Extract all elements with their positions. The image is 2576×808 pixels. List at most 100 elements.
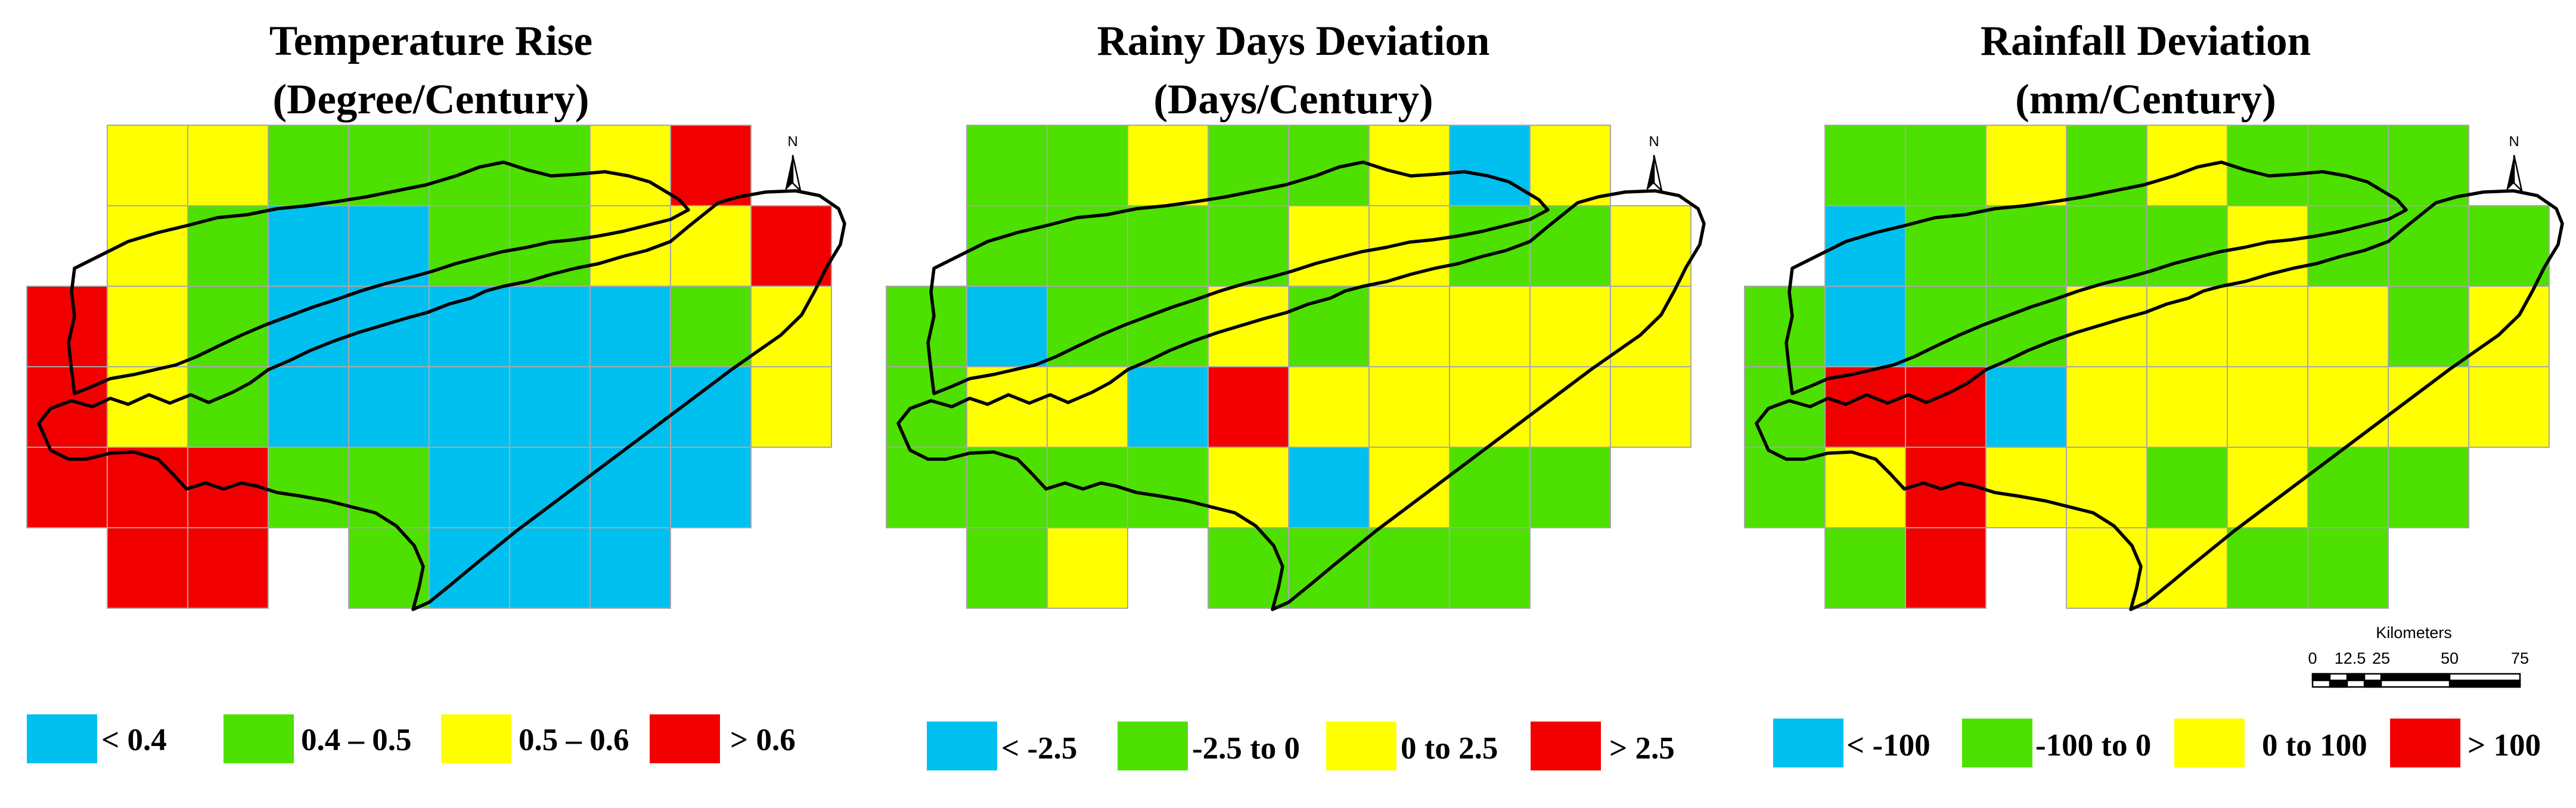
- grid-cell: [2066, 447, 2147, 528]
- legend-label: 0.4 – 0.5: [301, 723, 412, 757]
- legend-label: -100 to 0: [2035, 728, 2151, 763]
- grid-cell: [187, 527, 269, 609]
- grid-cell: [1905, 125, 1987, 206]
- north-label: N: [2509, 134, 2519, 150]
- grid-cell: [886, 447, 967, 528]
- north-label: N: [1649, 134, 1659, 150]
- grid-cell: [2307, 125, 2389, 206]
- panel-rainfall: Rainfall Deviation (mm/Century) N Kilome…: [1744, 18, 2564, 767]
- grid-cell: [1047, 205, 1128, 287]
- panel-title-line1: Rainfall Deviation: [1981, 18, 2311, 64]
- grid-cell: [1127, 205, 1209, 287]
- grid-cell: [1208, 205, 1289, 287]
- grid-cell: [1127, 366, 1209, 448]
- panel-rainy-days: Rainy Days Deviation (Days/Century) N < …: [886, 18, 1706, 770]
- grid-cell: [1529, 125, 1611, 206]
- grid-cell: [26, 286, 108, 367]
- raster-grid: [26, 125, 846, 611]
- grid-cell: [2146, 447, 2228, 528]
- raster-grid: [886, 125, 1706, 611]
- grid-cell: [2146, 286, 2228, 367]
- scale-tick-label: 0: [2308, 649, 2317, 667]
- grid-cell: [1288, 447, 1370, 528]
- legend-swatch: [1118, 722, 1188, 770]
- north-arrow-icon: N: [785, 134, 802, 193]
- grid-cell: [509, 125, 591, 206]
- panel-title-line1: Rainy Days Deviation: [1097, 18, 1490, 64]
- grid-cell: [268, 447, 349, 528]
- grid-cell: [2227, 366, 2308, 448]
- grid-cell: [1985, 205, 2067, 287]
- grid-cell: [187, 205, 269, 287]
- grid-cell: [509, 366, 591, 448]
- grid-cell: [1208, 447, 1289, 528]
- legend-label: < -100: [1846, 728, 1931, 763]
- grid-cell: [2307, 447, 2389, 528]
- grid-cell: [509, 527, 591, 609]
- scale-bar-graphic: [2311, 673, 2521, 688]
- panel-temperature: Temperature Rise (Degree/Century) N < 0.…: [26, 18, 846, 763]
- grid-cell: [348, 286, 430, 367]
- grid-cell: [966, 447, 1048, 528]
- grid-cell: [1449, 447, 1531, 528]
- grid-cell: [1529, 447, 1611, 528]
- grid-cell: [1368, 205, 1450, 287]
- grid-cell: [107, 125, 188, 206]
- grid-cell: [1368, 447, 1450, 528]
- grid-cell: [1905, 527, 1987, 609]
- grid-cell: [1449, 527, 1531, 609]
- legend-swatch: [650, 714, 720, 763]
- grid-cell: [187, 125, 269, 206]
- grid-cell: [2227, 125, 2308, 206]
- grid-cell: [1824, 447, 1906, 528]
- grid-cell: [2227, 447, 2308, 528]
- grid-cell: [1529, 286, 1611, 367]
- legend-label: > 0.6: [730, 723, 796, 757]
- grid-cell: [670, 447, 752, 528]
- legend-swatch: [2390, 719, 2460, 767]
- legend-label: < -2.5: [1001, 731, 1077, 766]
- basin-outline: [896, 160, 1706, 611]
- legend-label: < 0.4: [101, 723, 167, 757]
- grid-cell: [1744, 447, 1826, 528]
- grid-cell: [2307, 286, 2389, 367]
- grid-cell: [107, 527, 188, 609]
- grid-cell: [1985, 125, 2067, 206]
- grid-cell: [1208, 366, 1289, 448]
- legend-label: -2.5 to 0: [1192, 731, 1300, 766]
- grid-cell: [1824, 527, 1906, 609]
- grid-cell: [2388, 125, 2469, 206]
- panel-title-line2: (Days/Century): [1153, 76, 1433, 123]
- grid-cell: [589, 447, 671, 528]
- grid-cell: [1047, 527, 1128, 609]
- grid-cell: [107, 286, 188, 367]
- grid-cell: [1288, 125, 1370, 206]
- grid-cell: [2227, 527, 2308, 609]
- grid-cell: [1368, 125, 1450, 206]
- grid-cell: [2468, 366, 2550, 448]
- scale-tick-label: 25: [2372, 649, 2390, 667]
- grid-cell: [2066, 286, 2147, 367]
- grid-cell: [589, 527, 671, 609]
- grid-cell: [1449, 205, 1531, 287]
- legend-label: > 100: [2468, 728, 2541, 763]
- grid-cell: [1127, 125, 1209, 206]
- grid-cell: [1449, 286, 1531, 367]
- grid-cell: [2146, 366, 2228, 448]
- grid-cell: [268, 366, 349, 448]
- grid-cell: [750, 205, 832, 287]
- grid-cell: [348, 205, 430, 287]
- grid-cell: [429, 205, 510, 287]
- scale-tick-label: 50: [2441, 649, 2459, 667]
- grid-cell: [589, 286, 671, 367]
- legend-label: > 2.5: [1609, 731, 1675, 766]
- scale-bar-title: Kilometers: [2376, 624, 2452, 642]
- legend-swatch: [27, 714, 97, 763]
- legend-label: 0 to 100: [2262, 728, 2367, 763]
- grid-cell: [1208, 286, 1289, 367]
- grid-cell: [2227, 205, 2308, 287]
- grid-cell: [1610, 366, 1692, 448]
- panel-title-line2: (Degree/Century): [273, 76, 589, 123]
- grid-cell: [966, 366, 1048, 448]
